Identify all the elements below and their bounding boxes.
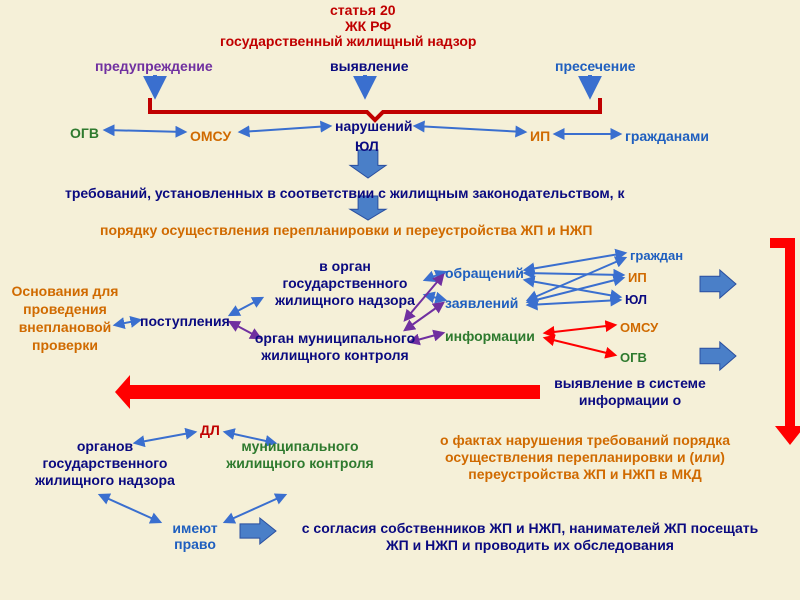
label-t13: требований, установленных в соответствии… (65, 185, 624, 201)
arrow-19 (528, 278, 623, 302)
label-t33: с согласия собственников ЖП и НЖП, наним… (290, 520, 770, 554)
label-t18: орган муниципального жилищного контроля (240, 330, 430, 364)
label-t25: ОМСУ (620, 320, 658, 335)
arrow-20 (528, 300, 620, 305)
label-t29: органов государственного жилищного надзо… (25, 438, 185, 489)
label-t19: обращений (445, 265, 524, 281)
label-t5: выявление (330, 58, 409, 74)
label-t8: ОГВ (70, 125, 99, 141)
label-t23: ИП (628, 270, 647, 285)
arrow-8 (230, 298, 262, 315)
label-t7: нарушений (335, 118, 413, 134)
label-t16: поступления (140, 313, 230, 329)
arrow-3 (105, 130, 185, 132)
label-t1: статья 20 (330, 2, 396, 18)
label-t4: предупреждение (95, 58, 213, 74)
label-t10: ЮЛ (355, 138, 379, 154)
arrow-5 (415, 126, 525, 132)
bracket (150, 98, 600, 120)
arrow-25 (100, 495, 160, 522)
red-path-0 (115, 375, 540, 409)
label-t14: порядку осуществления перепланировки и п… (100, 222, 593, 238)
arrow-16 (525, 273, 623, 275)
label-t22: граждан (630, 248, 683, 263)
arrow-18 (528, 258, 625, 300)
label-t30: муниципального жилищного контроля (225, 438, 375, 472)
arrow-22 (545, 338, 615, 355)
block-arrow-2 (700, 270, 736, 298)
arrow-4 (240, 126, 330, 132)
label-t9: ОМСУ (190, 128, 231, 144)
label-t11: ИП (530, 128, 550, 144)
label-t31: о фактах нарушения требований порядка ос… (400, 432, 770, 483)
label-t27: выявление в системе информации о (530, 375, 730, 409)
label-t12: гражданами (625, 128, 709, 144)
label-t17: в орган государственного жилищного надзо… (260, 258, 430, 309)
label-t3: государственный жилищный надзор (220, 33, 476, 49)
block-arrow-0 (350, 150, 386, 178)
label-t15: Основания для проведения внеплановой про… (10, 282, 120, 354)
label-t28: ДЛ (200, 422, 220, 438)
arrow-17 (525, 280, 620, 297)
label-t24: ЮЛ (625, 292, 647, 307)
label-t21: информации (445, 328, 535, 344)
red-path-1 (770, 238, 800, 445)
block-arrow-3 (700, 342, 736, 370)
arrow-26 (225, 495, 285, 522)
label-t20: заявлений (445, 295, 518, 311)
label-t2: ЖК РФ (345, 18, 391, 34)
label-t6: пресечение (555, 58, 636, 74)
block-arrow-4 (240, 518, 276, 544)
arrow-15 (525, 253, 625, 270)
label-t32: имеют право (165, 520, 225, 552)
label-t26: ОГВ (620, 350, 647, 365)
arrow-21 (545, 325, 615, 333)
